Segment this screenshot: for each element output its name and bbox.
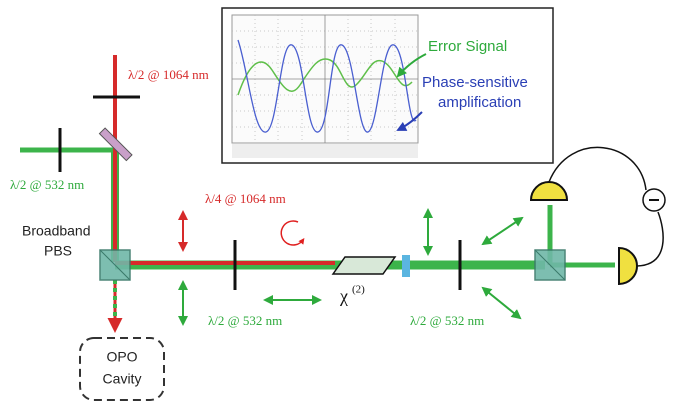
crystal-label: χ	[339, 286, 348, 306]
opo-label: Cavity	[103, 371, 142, 387]
scope-inset: Error Signal Phase-sensitive amplificati…	[222, 8, 553, 163]
waveplate-label: λ/2 @ 532 nm	[208, 313, 282, 328]
pbs-label: PBS	[44, 243, 72, 259]
waveplate-label: λ/2 @ 532 nm	[410, 313, 484, 328]
crystal-label: (2)	[352, 284, 365, 296]
opo-cavity	[80, 338, 164, 400]
psa-label: Phase-sensitive	[422, 74, 528, 91]
error-signal-label: Error Signal	[428, 38, 507, 55]
waveplate-label: λ/2 @ 1064 nm	[128, 67, 209, 82]
setup-diagram: Error Signal Phase-sensitive amplificati…	[0, 0, 688, 408]
psa-label: amplification	[438, 94, 521, 111]
waveplate-label: λ/2 @ 532 nm	[10, 177, 84, 192]
opo-label: OPO	[106, 349, 137, 365]
waveplate-label: λ/4 @ 1064 nm	[205, 191, 286, 206]
pbs-label: Broadband	[22, 223, 91, 239]
